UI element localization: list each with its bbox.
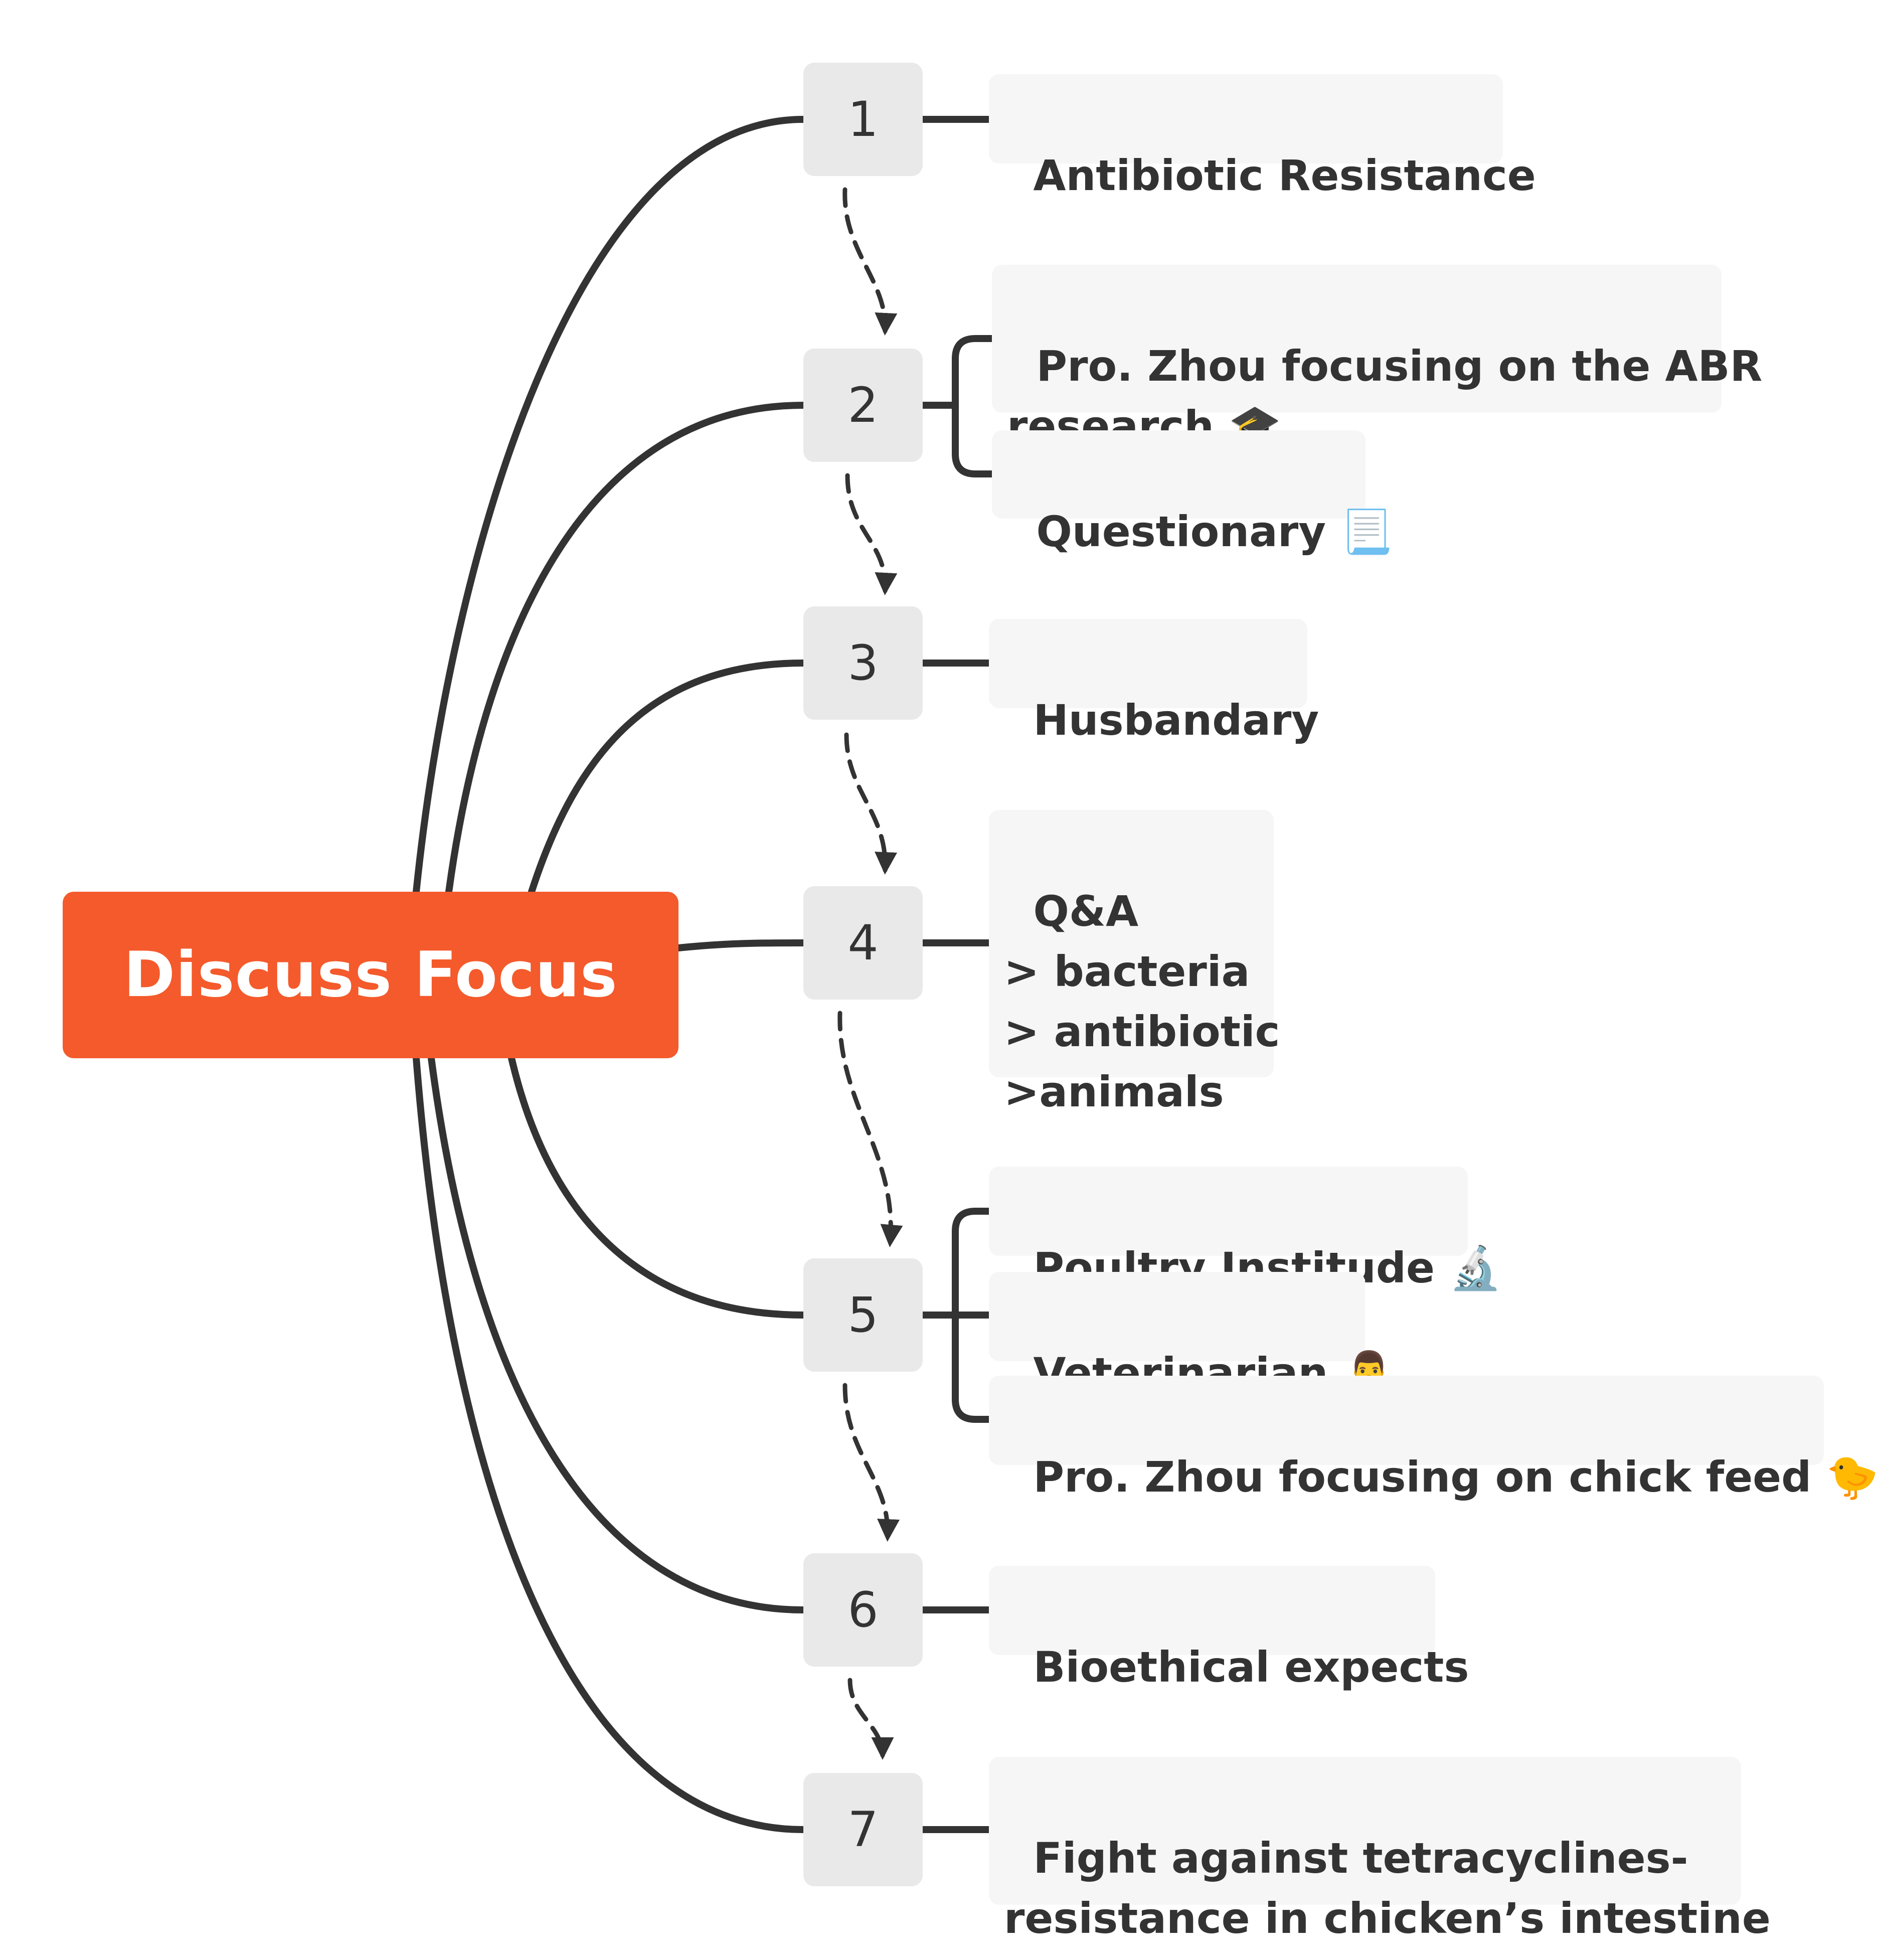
link-root-6 [428, 1055, 807, 1613]
microscope-icon: 🔬 [1449, 1243, 1502, 1292]
flow-arrow-5-6 [842, 1383, 900, 1542]
leaf-text: Q&A > bacteria > antibiotic >animals [1004, 887, 1280, 1116]
link-root-1 [413, 116, 807, 895]
leaf-antibiotic-resistance[interactable]: Antibiotic Resistance [989, 74, 1536, 200]
leaf-text: Antibiotic Resistance [1033, 151, 1536, 200]
link-root-7 [413, 1055, 807, 1833]
leaf-text: Questionary [1036, 507, 1326, 556]
root-topic[interactable]: Discuss Focus [63, 892, 678, 1058]
leaf-bioethical-expects[interactable]: Bioethical expects [989, 1566, 1469, 1692]
step-node-4[interactable]: 4 [803, 886, 923, 1000]
flow-arrow-6-7 [847, 1678, 894, 1760]
step-node-3[interactable]: 3 [803, 606, 923, 720]
leaf-text: Husbandary [1033, 696, 1319, 745]
leaf-pro-zhou-abr[interactable]: Pro. Zhou focusing on the ABR research 🎓 [992, 265, 1762, 451]
leaf-text: Fight against tetracyclines- resistance … [1004, 1834, 1771, 1943]
leaf-husbandary[interactable]: Husbandary [989, 619, 1319, 745]
leaf-poultry-institude[interactable]: Poultry Institude 🔬 [989, 1167, 1502, 1292]
step-node-1[interactable]: 1 [803, 63, 923, 176]
leaf-questionary[interactable]: Questionary 📃 [992, 430, 1393, 556]
leaf-qa[interactable]: Q&A > bacteria > antibiotic >animals [989, 810, 1280, 1116]
leaf-text: Bioethical expects [1033, 1643, 1469, 1692]
link-5-bracket [919, 1208, 992, 1423]
step-node-7[interactable]: 7 [803, 1773, 923, 1886]
flow-arrow-2-3 [845, 473, 898, 595]
leaf-text: Pro. Zhou focusing on chick feed [1033, 1452, 1812, 1502]
step-node-5[interactable]: 5 [803, 1258, 923, 1372]
leaf-pro-zhou-chick-feed[interactable]: Pro. Zhou focusing on chick feed 🐤 [989, 1376, 1878, 1502]
link-2-bracket [919, 335, 995, 477]
flow-arrow-4-5 [837, 1011, 903, 1247]
link-root-2 [445, 402, 807, 895]
step-node-2[interactable]: 2 [803, 349, 923, 462]
leaf-tetracyclines-resistance[interactable]: Fight against tetracyclines- resistance … [989, 1757, 1771, 1943]
link-root-4 [675, 939, 807, 951]
chick-icon: 🐤 [1826, 1452, 1879, 1502]
step-node-6[interactable]: 6 [803, 1553, 923, 1667]
page-icon: 📃 [1340, 507, 1393, 556]
link-root-5 [508, 1055, 807, 1319]
leaf-veterinarian[interactable]: Veterinarian 👨‍⚕️ [989, 1272, 1395, 1398]
link-root-3 [528, 660, 807, 895]
flow-arrow-1-2 [842, 187, 898, 336]
flow-arrow-3-4 [844, 732, 898, 875]
